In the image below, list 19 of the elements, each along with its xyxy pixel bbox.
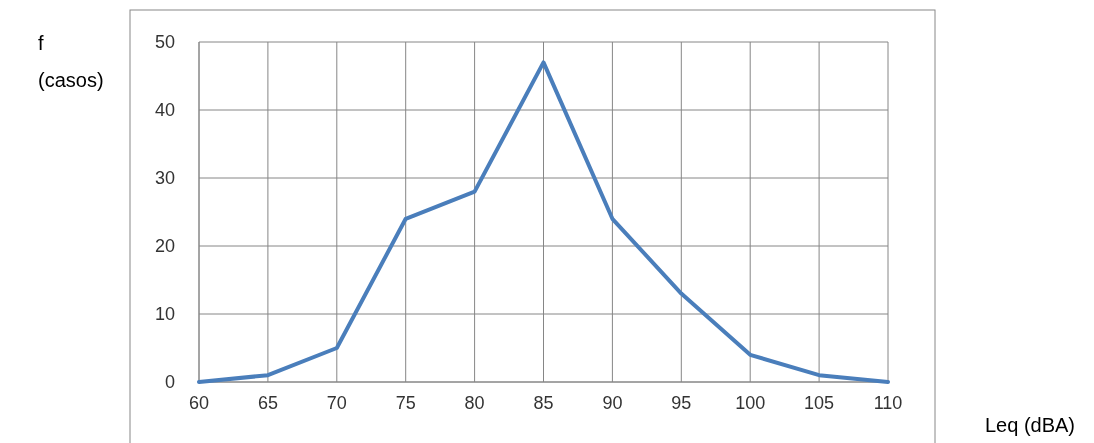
- y-tick-label: 30: [154, 168, 175, 188]
- x-tick-label: 105: [804, 393, 835, 413]
- x-tick-label: 65: [257, 393, 278, 413]
- x-axis-title: Leq (dBA): [984, 414, 1076, 436]
- x-tick-label: 60: [188, 393, 210, 413]
- x-tick-label: 70: [326, 393, 347, 413]
- y-tick-label: 50: [154, 32, 175, 52]
- y-tick-label: 0: [164, 372, 175, 392]
- x-tick-label: 90: [602, 393, 623, 413]
- y-axis-title: f (casos): [38, 32, 104, 91]
- y-tick-label: 20: [154, 236, 175, 256]
- y-tick-label: 10: [154, 304, 175, 324]
- x-tick-label: 110: [873, 393, 903, 413]
- x-tick-label: 75: [395, 393, 416, 413]
- x-tick-label: 80: [464, 393, 485, 413]
- x-tick-label: 95: [671, 393, 692, 413]
- x-tick-label: 100: [735, 393, 766, 413]
- x-tick-label: 85: [533, 393, 554, 413]
- y-tick-label: 40: [154, 100, 175, 120]
